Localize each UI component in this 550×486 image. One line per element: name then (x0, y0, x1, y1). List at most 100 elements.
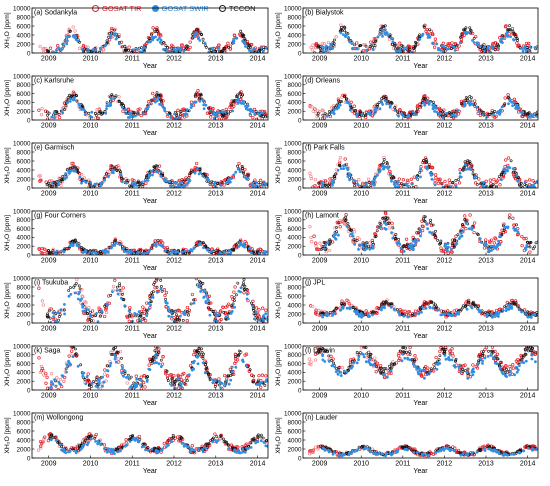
tir-point (378, 220, 382, 224)
y-tick-label: 2000 (287, 176, 302, 183)
swir-point (516, 179, 520, 183)
tccon-point (241, 281, 245, 285)
tccon-point (387, 100, 391, 104)
tccon-point (479, 182, 483, 186)
tccon-point (243, 288, 247, 292)
swir-point (201, 361, 205, 365)
tccon-point (493, 110, 497, 113)
swir-point (476, 41, 479, 44)
swir-point (358, 243, 361, 247)
tir-point (113, 278, 117, 283)
tir-point (448, 181, 452, 185)
swir-point (111, 244, 115, 247)
tir-point (369, 40, 373, 44)
tccon-point (45, 110, 49, 114)
y-tick-label: 0 (27, 252, 31, 259)
swir-point (163, 107, 167, 111)
y-tick-label: 0 (27, 185, 31, 192)
swir-point (498, 243, 502, 247)
swir-point (482, 45, 486, 49)
x-tick-label: 2009 (41, 393, 57, 400)
tccon-point (461, 223, 464, 226)
tccon-point (109, 167, 113, 171)
tir-point (179, 43, 184, 47)
tccon-point (197, 96, 201, 100)
tccon-point (423, 215, 427, 219)
swir-point (459, 235, 462, 239)
tccon-point (209, 308, 213, 312)
tccon-point (491, 183, 495, 187)
swir-point (89, 184, 93, 188)
tccon-point (175, 316, 179, 320)
y-axis-label: XH₂O [ppm] (275, 147, 282, 183)
tir-point (335, 220, 339, 224)
swir-point (402, 314, 406, 318)
tir-point (463, 214, 467, 218)
tccon-point (323, 112, 327, 116)
tccon-point (155, 285, 159, 289)
swir-point (464, 30, 468, 34)
tccon-point (251, 307, 255, 311)
swir-point (404, 182, 408, 186)
swir-point (66, 101, 69, 105)
tccon-point (127, 49, 131, 52)
tir-point (333, 226, 337, 230)
tir-point (102, 47, 106, 52)
tccon-point (155, 278, 159, 281)
swir-point (359, 312, 363, 315)
swir-point (372, 112, 376, 116)
swir-point (156, 290, 159, 294)
tir-point (502, 222, 506, 226)
tir-point (151, 91, 155, 96)
tccon-point (377, 306, 381, 310)
tir-point (185, 305, 190, 310)
swir-point (399, 50, 402, 53)
swir-point (396, 180, 400, 184)
x-tick-label: 2013 (478, 56, 494, 63)
tir-point (423, 156, 428, 160)
tir-point (195, 93, 200, 97)
tir-point (69, 353, 73, 357)
swir-point (228, 249, 232, 252)
swir-point (489, 51, 492, 53)
tccon-point (470, 164, 474, 168)
y-tick-label: 6000 (287, 158, 302, 165)
swir-point (496, 243, 499, 247)
tccon-point (428, 221, 432, 225)
swir-point (81, 372, 85, 375)
tir-point (254, 306, 259, 310)
tir-point (64, 104, 68, 109)
tccon-point (340, 100, 343, 103)
x-tick-label: 2014 (520, 191, 536, 198)
x-tick-label: 2011 (125, 326, 140, 333)
tir-point (348, 302, 352, 307)
x-tick-label: 2010 (83, 191, 99, 198)
swir-point (491, 47, 494, 51)
tir-point (221, 305, 225, 310)
swir-point (405, 46, 408, 50)
swir-point (118, 243, 122, 247)
tir-point (313, 107, 317, 111)
swir-point (148, 248, 152, 252)
swir-point (418, 37, 422, 41)
tccon-point (195, 348, 199, 352)
tir-point (194, 278, 199, 281)
tir-point (87, 305, 91, 310)
tccon-point (208, 378, 212, 382)
swir-point (53, 320, 57, 323)
swir-point (143, 179, 147, 183)
swir-point (508, 304, 512, 307)
tir-point (384, 211, 388, 216)
tir-point (309, 240, 314, 244)
swir-point (395, 49, 399, 53)
swir-point (370, 244, 374, 247)
tccon-point (536, 110, 538, 114)
swir-point (336, 168, 340, 172)
swir-point (500, 178, 503, 182)
tccon-point (242, 171, 246, 175)
swir-point (238, 242, 242, 245)
swir-point (52, 315, 55, 318)
tir-point (382, 155, 386, 160)
tccon-point (416, 177, 420, 181)
